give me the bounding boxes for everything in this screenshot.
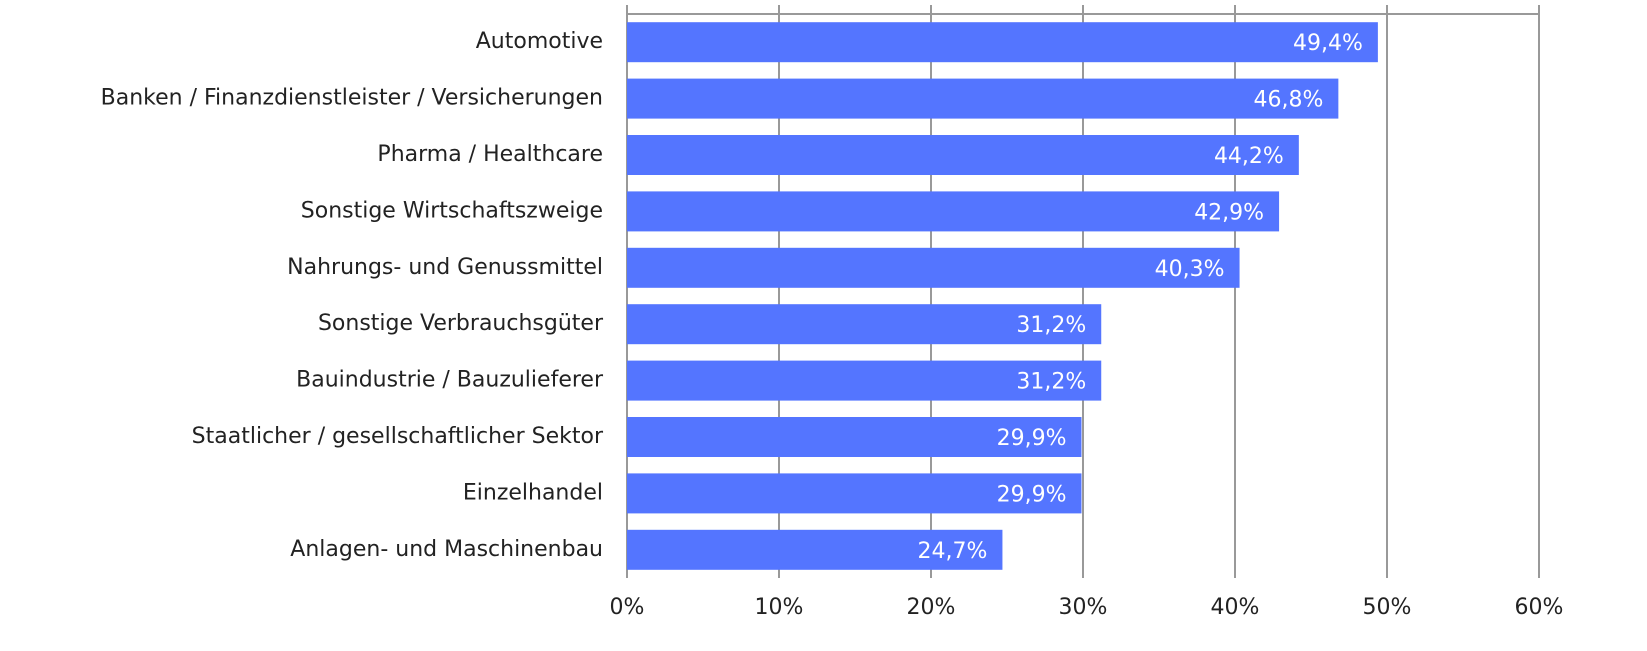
bar — [627, 247, 1240, 288]
bar — [627, 78, 1339, 119]
bar — [627, 529, 1003, 570]
y-tick-label: Nahrungs- und Genussmittel — [287, 255, 603, 280]
value-label: 49,4% — [1293, 31, 1363, 56]
x-tick-label: 60% — [1515, 595, 1564, 620]
value-label: 31,2% — [1016, 370, 1086, 395]
bar — [627, 135, 1299, 175]
x-tick-label: 10% — [755, 595, 804, 620]
y-tick-label: Automotive — [476, 29, 603, 54]
value-label: 29,9% — [997, 426, 1067, 451]
bar — [627, 191, 1280, 232]
x-tick-label: 0% — [610, 595, 645, 620]
x-tick-label: 30% — [1059, 595, 1108, 620]
y-tick-label: Einzelhandel — [463, 480, 603, 505]
y-tick-label: Sonstige Verbrauchsgüter — [318, 311, 604, 336]
y-tick-label: Staatlicher / gesellschaftlicher Sektor — [192, 424, 604, 449]
value-label: 29,9% — [997, 482, 1067, 507]
value-label: 44,2% — [1214, 144, 1284, 169]
value-label: 40,3% — [1155, 257, 1225, 282]
x-tick-label: 20% — [907, 595, 956, 620]
y-tick-label: Anlagen- und Maschinenbau — [290, 537, 603, 562]
y-tick-label: Banken / Finanzdienstleister / Versicher… — [101, 86, 603, 111]
y-tick-label: Pharma / Healthcare — [377, 142, 603, 167]
value-label: 24,7% — [918, 539, 988, 564]
y-tick-label: Sonstige Wirtschaftszweige — [301, 198, 603, 223]
bar — [627, 417, 1082, 457]
value-label: 31,2% — [1016, 313, 1086, 338]
x-tick-label: 40% — [1211, 595, 1260, 620]
bar — [627, 360, 1102, 401]
value-label: 46,8% — [1253, 88, 1323, 113]
x-tick-label: 50% — [1363, 595, 1412, 620]
value-label: 42,9% — [1194, 200, 1264, 225]
y-tick-label: Bauindustrie / Bauzulieferer — [296, 368, 604, 393]
bar — [627, 304, 1102, 345]
bar — [627, 22, 1378, 63]
bar — [627, 473, 1082, 514]
